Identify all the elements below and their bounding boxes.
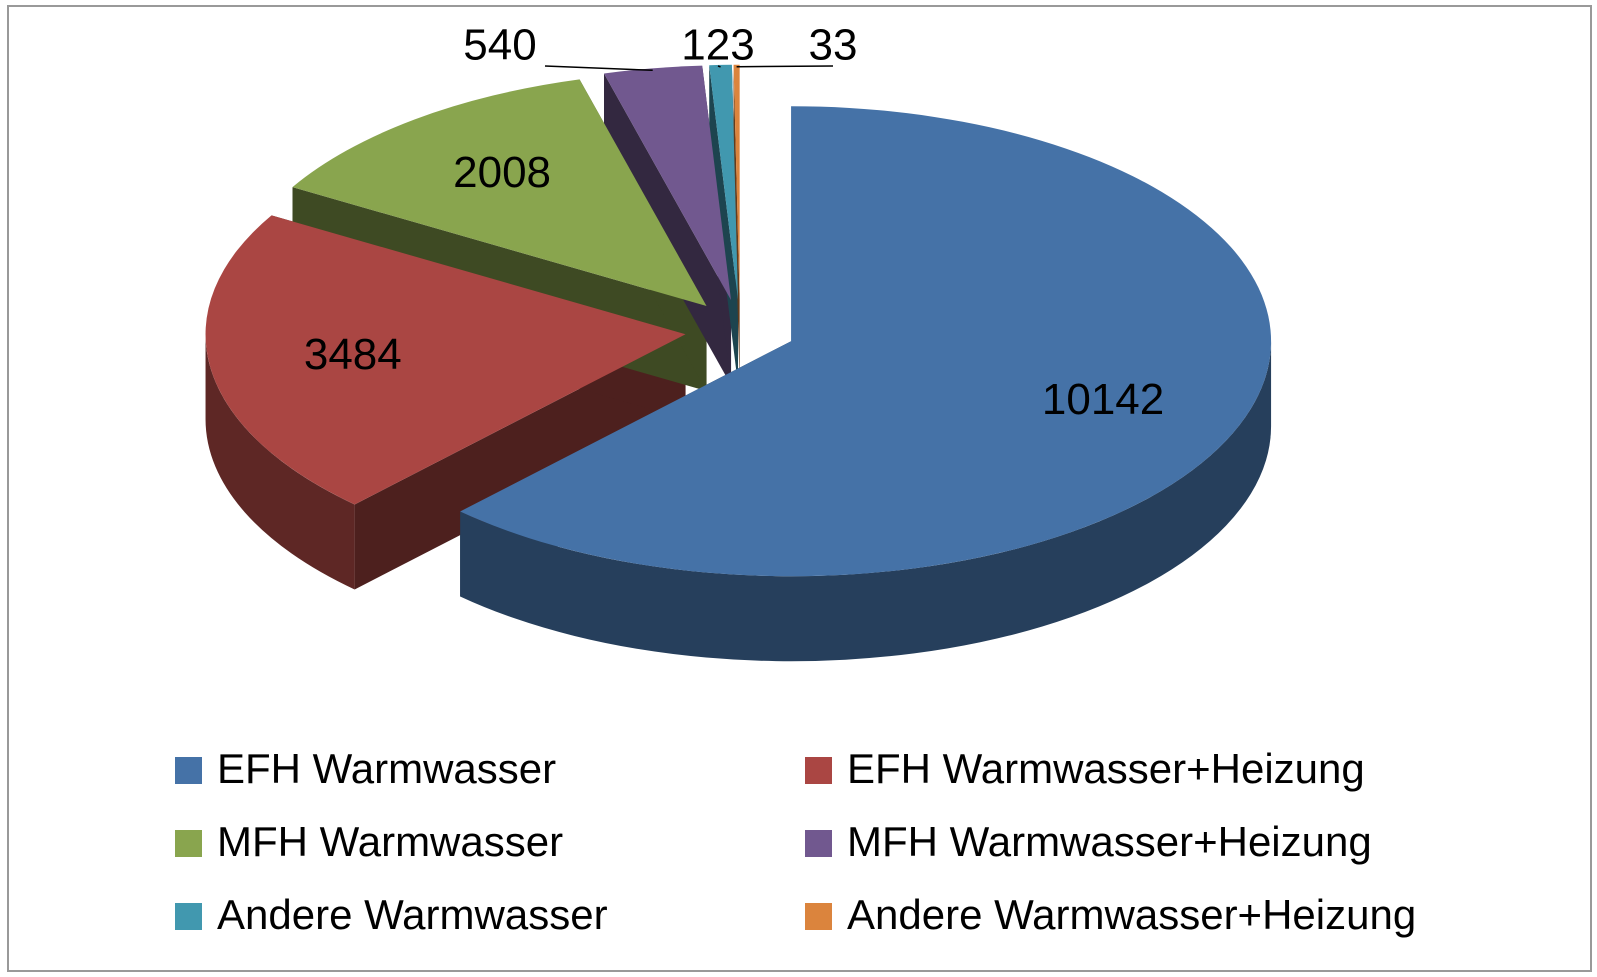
legend-swatch — [175, 757, 202, 784]
slice — [709, 64, 739, 300]
slice-side — [460, 341, 1272, 662]
legend-label: MFH Warmwasser — [217, 818, 563, 865]
data-label: 10142 — [1042, 375, 1164, 424]
legend-swatch — [805, 830, 832, 857]
data-label: 2008 — [453, 148, 551, 197]
legend-swatch — [805, 757, 832, 784]
legend-label: EFH Warmwasser — [217, 745, 556, 792]
legend-swatch — [805, 903, 832, 930]
slice-wall — [709, 65, 739, 385]
slice-wall — [604, 73, 732, 386]
slice-wall — [354, 334, 686, 590]
leader-line — [717, 65, 721, 68]
slice — [292, 79, 707, 306]
legend-label: Andere Warmwasser+Heizung — [847, 891, 1416, 938]
legend-swatch — [175, 903, 202, 930]
pie: 10142 3484 2008 540 123 33 — [205, 21, 1272, 662]
legend-swatch — [175, 830, 202, 857]
data-label: 3484 — [304, 330, 402, 379]
data-label: 540 — [463, 21, 536, 70]
legend-label: Andere Warmwasser — [217, 891, 608, 938]
legend: EFH Warmwasser EFH Warmwasser+Heizung MFH … — [175, 745, 1416, 938]
legend-label: MFH Warmwasser+Heizung — [847, 818, 1372, 865]
leader-line — [544, 65, 653, 72]
data-label: 123 — [681, 21, 754, 70]
legend-label: EFH Warmwasser+Heizung — [847, 745, 1365, 792]
data-label: 33 — [809, 21, 858, 70]
slice — [604, 65, 732, 301]
slice — [205, 215, 686, 505]
leader-line — [736, 65, 834, 68]
slice — [460, 106, 1272, 577]
slice — [733, 64, 740, 300]
slice-wall — [733, 64, 740, 385]
slice-side — [205, 334, 355, 590]
